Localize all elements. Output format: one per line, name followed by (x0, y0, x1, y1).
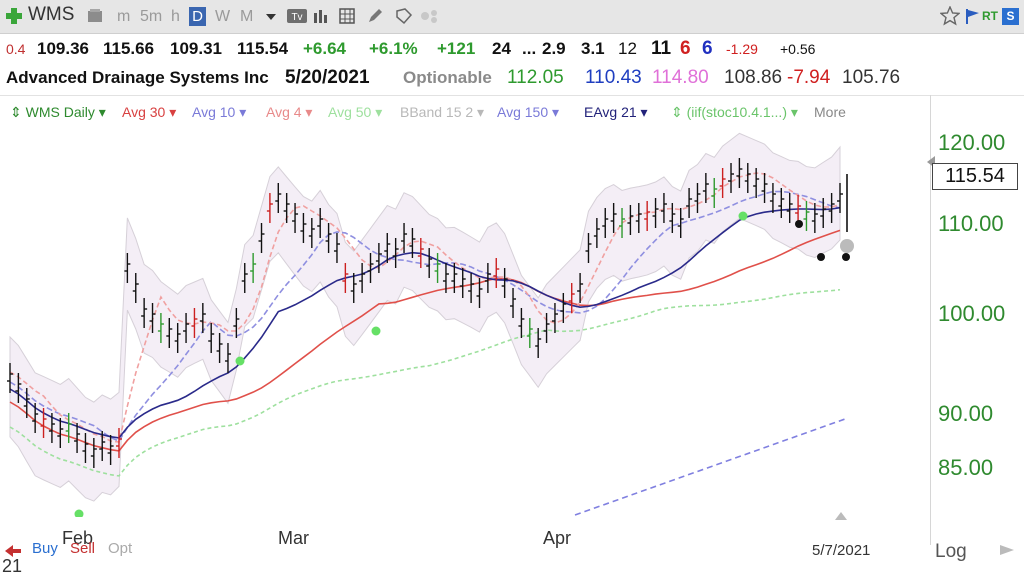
quote-value: +6.64 (303, 39, 347, 58)
log-scale-toggle[interactable]: Log (935, 541, 967, 562)
info-value: 114.80 (652, 67, 709, 88)
bollinger-band (9, 132, 841, 502)
info-row: Advanced Drainage Systems Inc 5/20/2021 … (0, 65, 1024, 91)
quote-value: ... (522, 39, 537, 58)
news-marker-icon (840, 239, 854, 253)
quote-value: +0.56 (780, 41, 816, 57)
x-tick-apr: Apr (543, 528, 572, 548)
date-label: 5/20/2021 (285, 67, 370, 88)
period-5m[interactable]: 5m (140, 8, 163, 25)
signal-dot (795, 220, 803, 228)
s-icon[interactable]: S (1002, 8, 1019, 25)
legend-item[interactable]: Avg 30 ▾ (122, 104, 177, 120)
avg30-line (9, 229, 841, 452)
y-tick-110: 110.00 (938, 211, 1004, 236)
flag-icon[interactable] (964, 7, 982, 25)
x-tick-feb: Feb (62, 528, 94, 548)
legend-item[interactable]: Avg 4 ▾ (266, 104, 313, 120)
signal-dot (371, 326, 381, 336)
quote-value: 3.1 (581, 39, 605, 58)
symbol-label[interactable]: WMS (28, 4, 75, 25)
signal-dot (74, 509, 84, 517)
legend-item[interactable]: Avg 10 ▾ (192, 104, 247, 120)
y-tick-90: 90.00 (938, 401, 994, 426)
scroll-right-icon[interactable] (1000, 545, 1014, 555)
info-value: 108.86 (724, 67, 783, 88)
x-end-date: 5/7/2021 (812, 542, 871, 559)
star-icon[interactable] (940, 6, 960, 26)
avg50-line (9, 288, 841, 477)
quote-value: 115.54 (237, 39, 289, 58)
optionable-label: Optionable (403, 68, 492, 87)
quote-value: 24 (492, 39, 511, 58)
company-name: Advanced Drainage Systems Inc (6, 68, 269, 87)
svg-text:Tv: Tv (291, 12, 302, 23)
avg4-line (9, 172, 841, 443)
last-price-box: 115.54 (932, 163, 1018, 190)
quote-value: 109.31 (170, 39, 222, 58)
period-d[interactable]: D (189, 7, 206, 26)
quote-value: 11 (651, 38, 672, 59)
study-legend: ⇕ WMS Daily ▾ Avg 30 ▾ Avg 10 ▾ Avg 4 ▾ Avg … (0, 95, 1024, 128)
chevron-down-icon[interactable] (262, 7, 280, 25)
pencil-icon[interactable] (366, 7, 384, 25)
opt-button[interactable]: Opt (108, 540, 133, 557)
legend-item[interactable]: Avg 150 ▾ (497, 104, 560, 120)
toolbar: WMS m 5m h D W M Tv RT S (0, 0, 1024, 34)
avg10-line (9, 190, 841, 443)
quote-value: 0.4 (6, 41, 26, 57)
period-h[interactable]: h (171, 8, 180, 25)
signal-dot (235, 356, 245, 366)
signal-dot (842, 253, 850, 261)
axis-separator (930, 95, 931, 545)
quote-row: 0.4 109.36 115.66 109.31 115.54 +6.64 +6.1% +12… (0, 36, 1024, 62)
scroll-up-icon[interactable] (835, 510, 847, 520)
y-tick-85: 85.00 (938, 455, 994, 480)
info-value: 112.05 (507, 67, 564, 88)
quote-value: -1.29 (726, 41, 758, 57)
y-tick-100: 100.00 (938, 301, 1006, 326)
signal-dot (738, 211, 748, 221)
quote-value: 6 (702, 38, 713, 59)
grid-icon[interactable] (338, 7, 356, 25)
info-value: 105.76 (842, 67, 901, 88)
period-M[interactable]: M (240, 8, 254, 25)
legend-item[interactable]: Avg 50 ▾ (328, 104, 383, 120)
avg150-line (574, 418, 846, 516)
legend-item[interactable]: BBand 15 2 ▾ (400, 104, 485, 120)
info-value: -7.94 (787, 67, 831, 88)
bar-chart-icon[interactable] (312, 7, 330, 25)
price-chart[interactable] (0, 127, 930, 517)
x-tick-mar: Mar (278, 528, 309, 548)
legend-item[interactable]: ⇕ (iif(stoc10.4.1...) ▾ (671, 104, 798, 120)
quote-value: 6 (680, 38, 691, 59)
settings-icon[interactable] (86, 7, 104, 25)
rt-icon[interactable]: RT (982, 9, 998, 23)
buy-button[interactable]: Buy (32, 540, 58, 557)
more-button[interactable]: More (814, 104, 846, 120)
eavg21-line (9, 206, 841, 439)
sell-button[interactable]: Sell (70, 540, 96, 557)
signal-dot (817, 253, 825, 261)
quote-value: 2.9 (542, 39, 566, 58)
period-w[interactable]: W (215, 8, 231, 25)
quote-value: 109.36 (37, 39, 89, 58)
quote-value: 115.66 (103, 39, 155, 58)
quote-value: 12 (618, 39, 637, 58)
dots-icon[interactable] (420, 7, 446, 25)
period-m[interactable]: m (117, 8, 131, 25)
add-icon[interactable] (5, 7, 23, 25)
quote-value: +121 (437, 39, 476, 58)
quote-value: +6.1% (369, 39, 418, 58)
chart-type-icon[interactable]: Tv (286, 7, 308, 25)
tag-icon[interactable] (395, 7, 413, 25)
year-label: 21 (2, 556, 23, 576)
y-tick-120: 120.00 (938, 130, 1006, 155)
legend-item[interactable]: EAvg 21 ▾ (584, 104, 648, 120)
info-value: 110.43 (585, 67, 642, 88)
back-arrow-icon[interactable] (3, 543, 23, 559)
legend-item[interactable]: ⇕ WMS Daily ▾ (10, 104, 106, 120)
